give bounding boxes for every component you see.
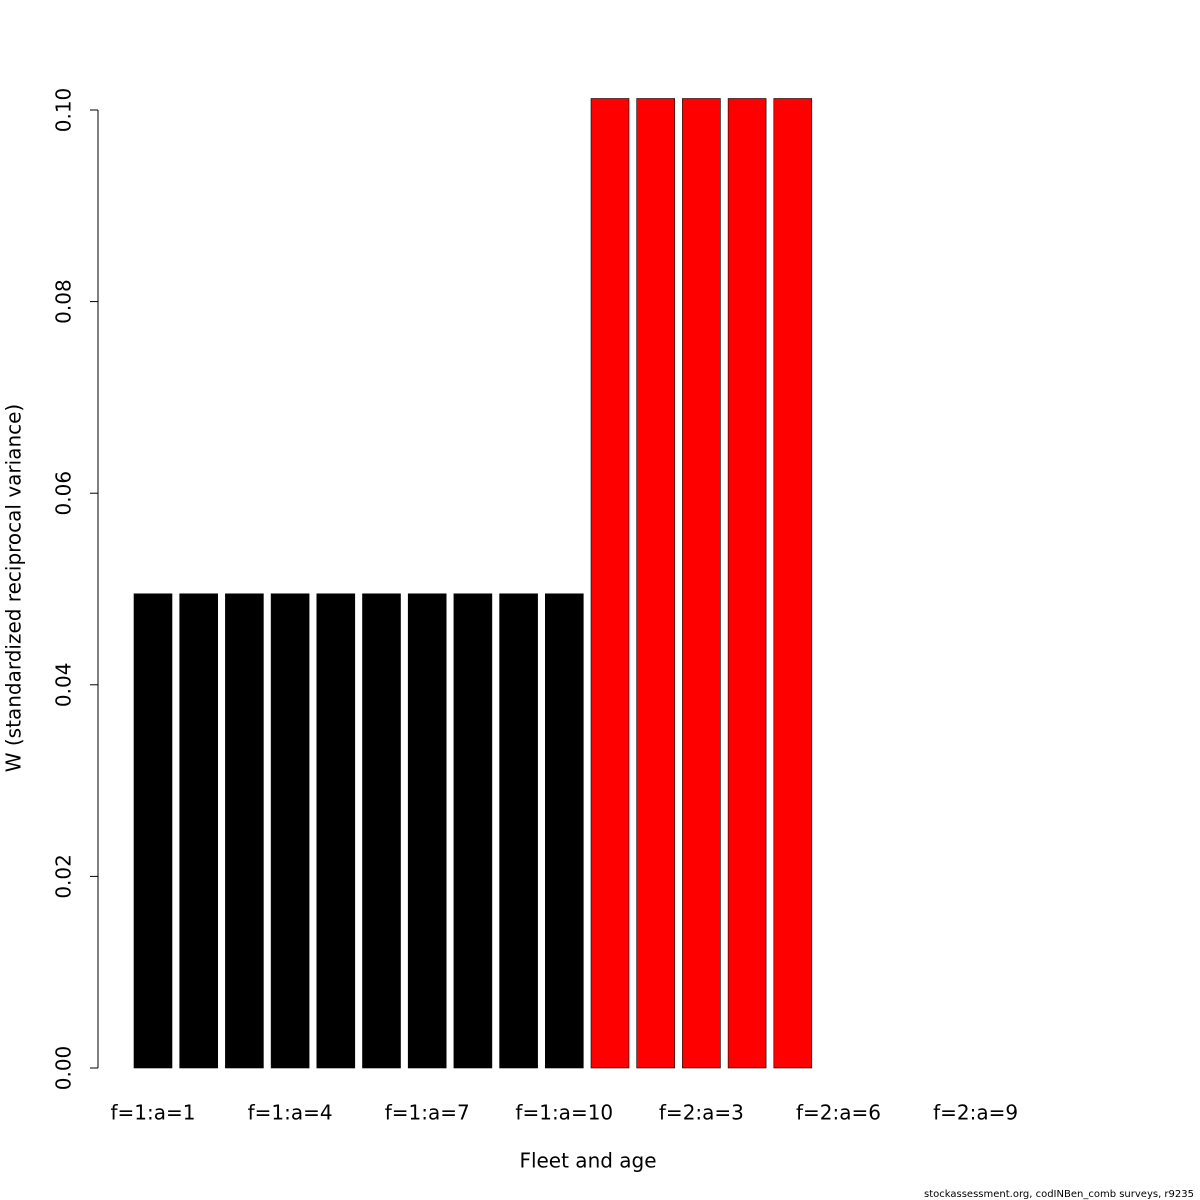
y-tick-label: 0.04 — [52, 663, 76, 708]
bar — [590, 98, 630, 1069]
y-tick-label: 0.02 — [52, 854, 76, 899]
bar — [544, 593, 584, 1069]
x-tick-label: f=2:a=3 — [659, 1101, 744, 1125]
bar — [362, 593, 401, 1069]
bar — [453, 593, 493, 1069]
x-tick-label: f=1:a=7 — [385, 1101, 470, 1125]
footnote: stockassessment.org, codINBen_comb surve… — [924, 1189, 1194, 1200]
bar — [682, 98, 721, 1069]
y-tick-label: 0.00 — [52, 1046, 76, 1091]
x-tick-label: f=1:a=10 — [515, 1101, 613, 1125]
bar — [499, 593, 538, 1069]
x-tick-label: f=1:a=1 — [111, 1101, 196, 1125]
bar — [727, 98, 767, 1069]
x-tick-label: f=1:a=4 — [248, 1101, 333, 1125]
bar — [773, 98, 813, 1069]
x-tick-label: f=2:a=6 — [796, 1101, 881, 1125]
bar — [133, 593, 173, 1069]
bar — [179, 593, 218, 1069]
y-tick-label: 0.06 — [52, 471, 76, 516]
bar — [636, 98, 676, 1069]
bar — [225, 593, 264, 1069]
x-axis-label: Fleet and age — [519, 1149, 656, 1173]
bar — [407, 593, 447, 1069]
y-tick-label: 0.08 — [52, 279, 76, 324]
y-tick-label: 0.10 — [52, 88, 76, 133]
bar — [270, 593, 310, 1069]
x-tick-label: f=2:a=9 — [933, 1101, 1018, 1125]
bar — [316, 593, 356, 1069]
y-axis-label: W (standardized reciprocal variance) — [2, 404, 26, 773]
